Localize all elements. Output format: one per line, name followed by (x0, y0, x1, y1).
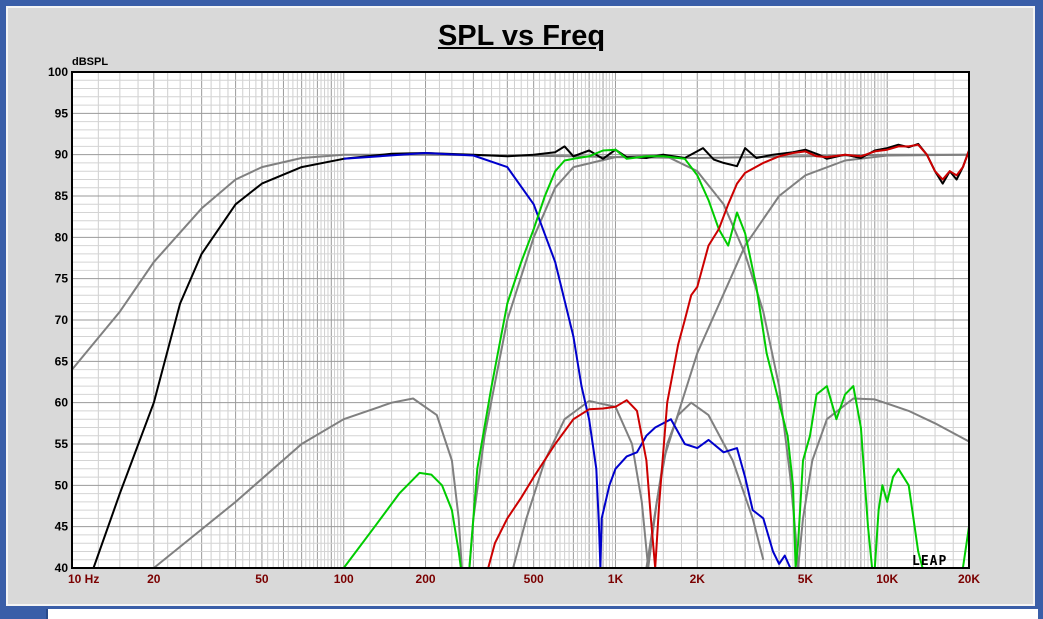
x-tick-label: 1K (608, 572, 624, 586)
x-tick-label: 200 (416, 572, 436, 586)
y-tick-label: 65 (55, 354, 69, 368)
series-line-6 (797, 397, 970, 569)
y-tick-label: 75 (55, 272, 69, 286)
bottom-strip (46, 609, 1038, 619)
x-tick-label: 10 Hz (68, 572, 99, 586)
y-tick-label: 60 (55, 396, 69, 410)
x-tick-label: 20 (147, 572, 161, 586)
x-tick-label: 10K (876, 572, 898, 586)
y-tick-label: 55 (55, 437, 69, 451)
plot-frame (71, 71, 970, 569)
x-tick-label: 100 (334, 572, 354, 586)
series-line-2 (72, 397, 463, 569)
series-line-10 (72, 143, 970, 569)
y-tick-label: 50 (55, 478, 69, 492)
y-tick-label: 45 (55, 520, 69, 534)
x-tick-label: 2K (690, 572, 706, 586)
y-tick-label: 85 (55, 189, 69, 203)
grid (72, 71, 970, 569)
x-tick-label: 20K (958, 572, 980, 586)
y-tick-label: 40 (55, 561, 69, 575)
watermark: LEAP (912, 554, 947, 569)
y-axis-label: dBSPL (72, 56, 108, 68)
y-tick-label: 70 (55, 313, 69, 327)
y-tick-label: 95 (55, 106, 69, 120)
y-tick-label: 90 (55, 148, 69, 162)
y-tick-label: 100 (48, 65, 68, 79)
series-line-9 (342, 148, 970, 569)
series-line-8 (343, 152, 792, 569)
y-tick-label: 80 (55, 230, 69, 244)
x-tick-label: 50 (255, 572, 269, 586)
tick-labels: 10 Hz 20 50 100 200 500 1K 2K 5K 10K 20K 40 45 50 55 60… (48, 65, 980, 586)
chart-title: SPL vs Freq (437, 20, 606, 52)
x-tick-label: 500 (524, 572, 544, 586)
x-tick-label: 5K (798, 572, 814, 586)
